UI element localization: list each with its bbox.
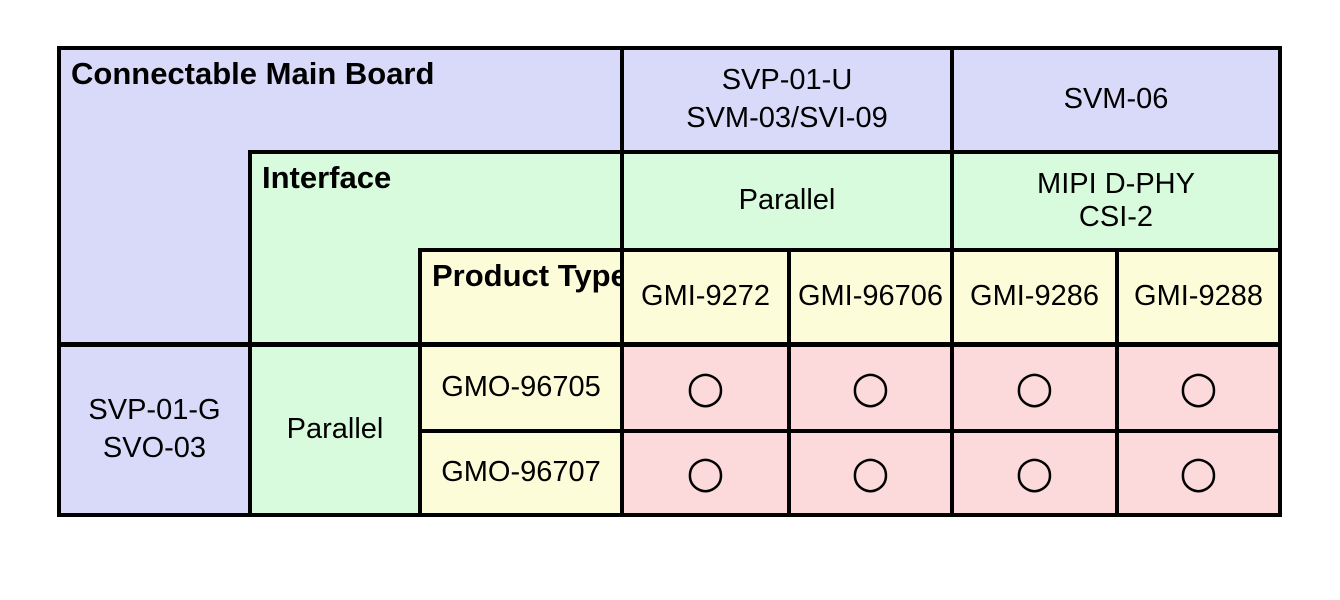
interface-corner-row: Interface [252,154,620,248]
compatible-circle-icon: ○ [1179,447,1218,498]
connectable-main-board-label: Connectable Main Board [71,56,435,91]
compatible-circle-icon: ○ [1015,362,1054,413]
product-row-gmo-96707: GMO-96707 [422,433,620,513]
interface-label: Interface [262,160,392,195]
compatible-circle-icon: ○ [686,362,725,413]
interface-header-parallel: Parallel [624,154,950,248]
compat-cell-96707-gmi9288: ○ [1119,433,1278,513]
product-type-cell: Product Type [422,252,628,342]
compatible-circle-icon: ○ [851,447,890,498]
row-interface-cell: Parallel [252,347,418,513]
compatible-circle-icon: ○ [686,447,725,498]
main-board-corner-row: Connectable Main Board [61,50,620,150]
interface-header-mipi: MIPI D-PHY CSI-2 [954,154,1278,248]
compatible-circle-icon: ○ [1015,447,1054,498]
compat-cell-96707-gmi9272: ○ [624,433,787,513]
compat-cell-96707-gmi9286: ○ [954,433,1115,513]
compat-cell-96705-gmi9272: ○ [624,347,787,429]
compatible-circle-icon: ○ [1179,362,1218,413]
compatibility-table: Connectable Main Board SVP-01-U SVM-03/S… [57,46,1282,517]
product-header-gmi-9272: GMI-9272 [624,252,787,342]
row-main-board-cell: SVP-01-G SVO-03 [61,347,248,513]
main-board-header-svm06: SVM-06 [954,50,1278,150]
product-type-label: Product Type [432,258,628,293]
product-header-gmi-9286: GMI-9286 [954,252,1115,342]
compat-cell-96705-gmi96706: ○ [791,347,950,429]
main-board-header-svp01u: SVP-01-U SVM-03/SVI-09 [624,50,950,150]
product-header-gmi-9288: GMI-9288 [1119,252,1278,342]
compat-cell-96705-gmi9286: ○ [954,347,1115,429]
compat-cell-96707-gmi96706: ○ [791,433,950,513]
compat-cell-96705-gmi9288: ○ [1119,347,1278,429]
product-row-gmo-96705: GMO-96705 [422,347,620,429]
product-header-gmi-96706: GMI-96706 [791,252,950,342]
compatible-circle-icon: ○ [851,362,890,413]
